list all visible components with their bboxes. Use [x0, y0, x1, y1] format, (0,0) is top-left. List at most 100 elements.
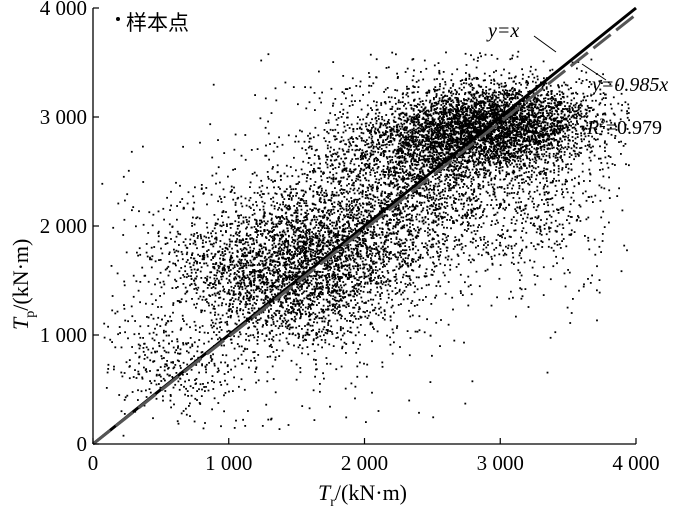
scatter-point	[511, 155, 514, 158]
scatter-point	[399, 155, 401, 158]
scatter-point	[583, 128, 586, 131]
scatter-point	[467, 122, 469, 125]
scatter-point	[371, 141, 374, 143]
scatter-point	[370, 169, 373, 171]
scatter-point	[544, 116, 547, 119]
scatter-point	[450, 144, 453, 147]
scatter-point	[495, 96, 498, 99]
scatter-point	[410, 155, 413, 158]
scatter-point	[595, 128, 598, 130]
scatter-point	[521, 77, 524, 80]
scatter-point	[470, 112, 473, 115]
scatter-point	[411, 91, 414, 94]
scatter-point	[511, 90, 514, 93]
scatter-point	[441, 190, 444, 193]
scatter-point	[567, 88, 570, 91]
scatter-point	[484, 93, 487, 96]
scatter-point	[244, 158, 247, 161]
scatter-point	[438, 115, 441, 118]
scatter-point	[504, 152, 506, 155]
scatter-point	[357, 198, 359, 201]
scatter-point	[497, 147, 500, 150]
scatter-point	[491, 110, 493, 112]
scatter-point	[430, 109, 433, 112]
scatter-point	[589, 107, 592, 109]
scatter-point	[477, 145, 480, 148]
scatter-point	[411, 154, 414, 156]
scatter-point	[490, 183, 493, 186]
scatter-point	[473, 77, 475, 80]
scatter-point	[493, 99, 496, 102]
scatter-point	[388, 141, 390, 143]
scatter-point	[431, 160, 434, 163]
scatter-point	[628, 119, 630, 122]
scatter-point	[536, 142, 539, 144]
scatter-point	[460, 106, 462, 109]
scatter-point	[444, 99, 447, 102]
scatter-point	[435, 216, 438, 219]
scatter-point	[380, 194, 382, 197]
scatter-point	[456, 152, 459, 155]
scatter-point	[457, 131, 460, 133]
scatter-point	[499, 160, 502, 162]
scatter-point	[332, 104, 334, 107]
scatter-point	[586, 148, 589, 151]
scatter-point	[564, 105, 566, 107]
scatter-point	[486, 97, 489, 100]
scatter-point	[495, 150, 498, 153]
scatter-point	[462, 107, 464, 110]
scatter-point	[498, 129, 501, 132]
scatter-point	[391, 112, 394, 115]
scatter-point	[470, 188, 473, 191]
sample-points	[101, 50, 630, 437]
scatter-point	[482, 154, 485, 157]
scatter-point	[536, 130, 538, 133]
scatter-point	[482, 107, 485, 109]
scatter-point	[431, 274, 434, 276]
scatter-point	[400, 144, 403, 147]
scatter-point	[373, 226, 376, 229]
scatter-point	[296, 248, 299, 250]
scatter-point	[504, 157, 506, 160]
scatter-point	[491, 103, 494, 105]
scatter-point	[478, 85, 481, 88]
scatter-point	[516, 165, 519, 168]
scatter-point	[470, 82, 472, 85]
scatter-point	[580, 146, 583, 149]
scatter-point	[513, 118, 516, 121]
scatter-point	[434, 178, 437, 180]
scatter-point	[481, 93, 484, 96]
scatter-point	[245, 204, 248, 207]
scatter-point	[438, 72, 441, 75]
scatter-point	[502, 110, 504, 113]
scatter-point	[459, 131, 462, 134]
scatter-point	[429, 123, 432, 125]
scatter-point	[474, 146, 476, 148]
scatter-point	[452, 106, 454, 109]
scatter-point	[491, 262, 494, 265]
scatter-point	[403, 159, 406, 162]
scatter-point	[509, 111, 511, 113]
scatter-point	[369, 210, 372, 213]
scatter-point	[599, 93, 602, 95]
scatter-point	[479, 110, 482, 112]
scatter-point	[475, 157, 478, 160]
scatter-point	[512, 118, 515, 121]
scatter-point	[471, 123, 474, 126]
scatter-point	[456, 136, 459, 139]
scatter-point	[422, 156, 425, 159]
scatter-point	[386, 231, 388, 234]
scatter-point	[501, 156, 503, 159]
scatter-point	[373, 160, 376, 163]
scatter-point	[516, 141, 518, 144]
scatter-point	[605, 143, 608, 146]
scatter-point	[527, 182, 529, 185]
scatter-point	[603, 142, 606, 144]
scatter-point	[464, 103, 467, 105]
scatter-point	[375, 282, 378, 285]
scatter-point	[504, 140, 507, 143]
scatter-point	[461, 109, 464, 112]
scatter-point	[359, 158, 362, 161]
scatter-point	[476, 174, 479, 176]
scatter-point	[510, 136, 513, 139]
